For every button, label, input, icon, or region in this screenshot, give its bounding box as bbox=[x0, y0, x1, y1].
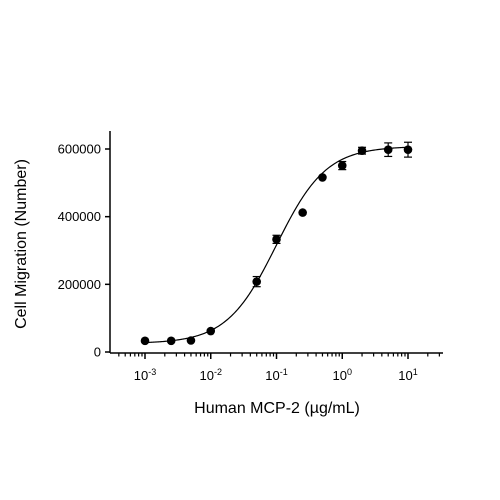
y-tick-label: 400000 bbox=[58, 209, 101, 224]
data-point bbox=[186, 336, 196, 345]
x-tick-label: 100 bbox=[333, 367, 352, 383]
x-tick-label: 101 bbox=[398, 367, 417, 383]
y-axis-title: Cell Migration (Number) bbox=[13, 159, 30, 329]
data-point bbox=[166, 336, 176, 346]
x-tick-label: 10-1 bbox=[265, 367, 287, 383]
data-point bbox=[140, 336, 150, 346]
x-tick-label: 10-3 bbox=[134, 367, 156, 383]
y-tick-label: 200000 bbox=[58, 277, 101, 292]
data-points bbox=[140, 145, 413, 346]
data-point bbox=[318, 173, 327, 182]
y-tick-label: 600000 bbox=[58, 142, 101, 157]
data-point bbox=[272, 235, 281, 244]
y-tick-labels: 0 200000 400000 600000 bbox=[58, 142, 101, 360]
axes bbox=[105, 131, 443, 359]
data-point bbox=[357, 146, 367, 155]
y-tick-label: 0 bbox=[94, 345, 101, 360]
data-point bbox=[206, 326, 216, 336]
x-axis-title: Human MCP-2 (µg/mL) bbox=[194, 400, 360, 417]
x-tick-labels: 10-3 10-2 10-1 100 101 bbox=[134, 367, 418, 383]
data-point bbox=[252, 277, 262, 286]
data-point bbox=[298, 208, 307, 217]
x-tick-label: 10-2 bbox=[200, 367, 222, 383]
data-point bbox=[337, 161, 347, 170]
error-bars bbox=[252, 141, 412, 288]
data-point bbox=[403, 145, 413, 154]
data-point bbox=[383, 145, 393, 154]
fit-curve bbox=[144, 146, 409, 344]
